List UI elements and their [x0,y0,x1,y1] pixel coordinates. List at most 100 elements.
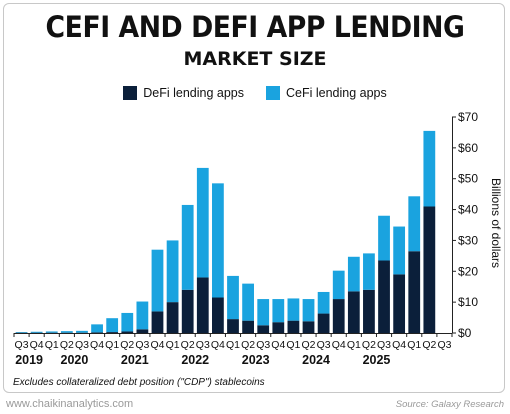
year-label: 2021 [121,353,149,367]
x-tick-label: Q3 [135,339,149,351]
bar-defi [393,274,406,333]
bar-defi [332,299,345,333]
bar-cefi [196,167,209,278]
x-tick-label: Q3 [15,339,29,351]
bar-cefi [332,270,345,300]
bar-cefi [347,256,360,292]
y-axis-title: Billions of dollars [489,178,503,268]
bar-cefi [363,253,375,290]
bar-defi [166,302,179,333]
bar-cefi [60,331,73,333]
y-tick-label: $10 [458,295,478,309]
bar-defi [347,291,360,333]
bar-cefi [423,130,436,207]
y-tick-label: $40 [458,203,478,217]
x-tick-label: Q1 [347,339,361,351]
x-tick-label: Q2 [60,339,74,351]
x-tick-label: Q3 [256,339,270,351]
bar-defi [15,332,28,334]
x-tick-label: Q4 [271,339,285,351]
bar-cefi [317,291,330,314]
bar-defi [272,322,285,333]
x-tick-label: Q3 [377,339,391,351]
bar-defi [363,289,375,333]
x-tick-label: Q2 [302,339,316,351]
legend-label-defi: DeFi lending apps [143,86,244,100]
bar-cefi [272,299,285,323]
bar-cefi [151,249,164,312]
bar-defi [242,320,254,333]
chart-subtitle: MARKET SIZE [183,48,327,70]
bar-defi [60,332,73,334]
bar-cefi [136,301,149,330]
bar-cefi [302,299,315,322]
year-label: 2023 [242,353,270,367]
x-tick-label: Q2 [422,339,436,351]
x-tick-label: Q2 [120,339,134,351]
x-tick-label: Q4 [90,339,104,351]
bar-cefi [257,299,270,326]
x-tick-label: Q1 [286,339,300,351]
y-tick-label: $20 [458,264,478,278]
bar-defi [151,311,164,333]
bar-defi [378,260,390,333]
bar-cefi [91,324,103,333]
year-label: 2025 [363,353,391,367]
x-tick-label: Q1 [407,339,421,351]
x-tick-label: Q4 [392,339,406,351]
x-tick-label: Q1 [166,339,180,351]
bar-defi [317,313,330,333]
legend-swatch-defi [123,86,138,100]
chart-title: CEFI AND DEFI APP LENDING [45,10,465,44]
x-tick-label: Q3 [317,339,331,351]
footnote: Excludes collateralized debt position ("… [13,377,265,388]
bar-cefi [45,331,58,333]
legend-label-cefi: CeFi lending apps [286,86,387,100]
bar-defi [76,332,88,334]
y-tick-label: $50 [458,172,478,186]
bar-cefi [121,312,134,332]
bar-defi [212,297,224,333]
bar-defi [45,332,58,334]
y-tick-label: $0 [458,326,472,340]
x-tick-label: Q4 [332,339,346,351]
bar-cefi [30,331,43,333]
bar-defi [423,206,436,333]
y-tick-label: $60 [458,141,478,155]
watermark-url: www.chaikinanalytics.com [6,398,134,410]
bar-cefi [106,318,119,333]
bar-defi [257,325,270,333]
legend-item-cefi: CeFi lending apps [266,86,387,100]
bar-defi [121,331,134,333]
bar-cefi [227,275,239,320]
source-note: Source: Galaxy Research [395,399,504,410]
bar-cefi [393,226,406,275]
year-label: 2020 [61,353,89,367]
bar-cefi [76,330,88,333]
chart-card [3,3,505,393]
bar-cefi [408,196,421,252]
bar-defi [408,251,421,333]
year-label: 2022 [181,353,209,367]
bar-cefi [378,215,390,261]
x-tick-label: Q3 [437,339,451,351]
year-label: 2024 [302,353,330,367]
y-tick-label: $70 [458,110,478,124]
x-tick-label: Q1 [45,339,59,351]
bar-defi [106,332,119,333]
bar-cefi [242,283,254,321]
bar-defi [196,277,209,333]
x-tick-label: Q2 [181,339,195,351]
legend-item-defi: DeFi lending apps [123,86,244,100]
bar-defi [227,319,239,333]
bar-cefi [166,240,179,303]
legend-swatch-cefi [266,86,280,100]
x-tick-label: Q1 [226,339,240,351]
bar-defi [302,321,315,333]
bar-cefi [181,204,194,290]
bar-defi [287,320,300,333]
x-tick-label: Q2 [241,339,255,351]
legend: DeFi lending apps CeFi lending apps [0,86,510,100]
x-tick-label: Q4 [150,339,164,351]
